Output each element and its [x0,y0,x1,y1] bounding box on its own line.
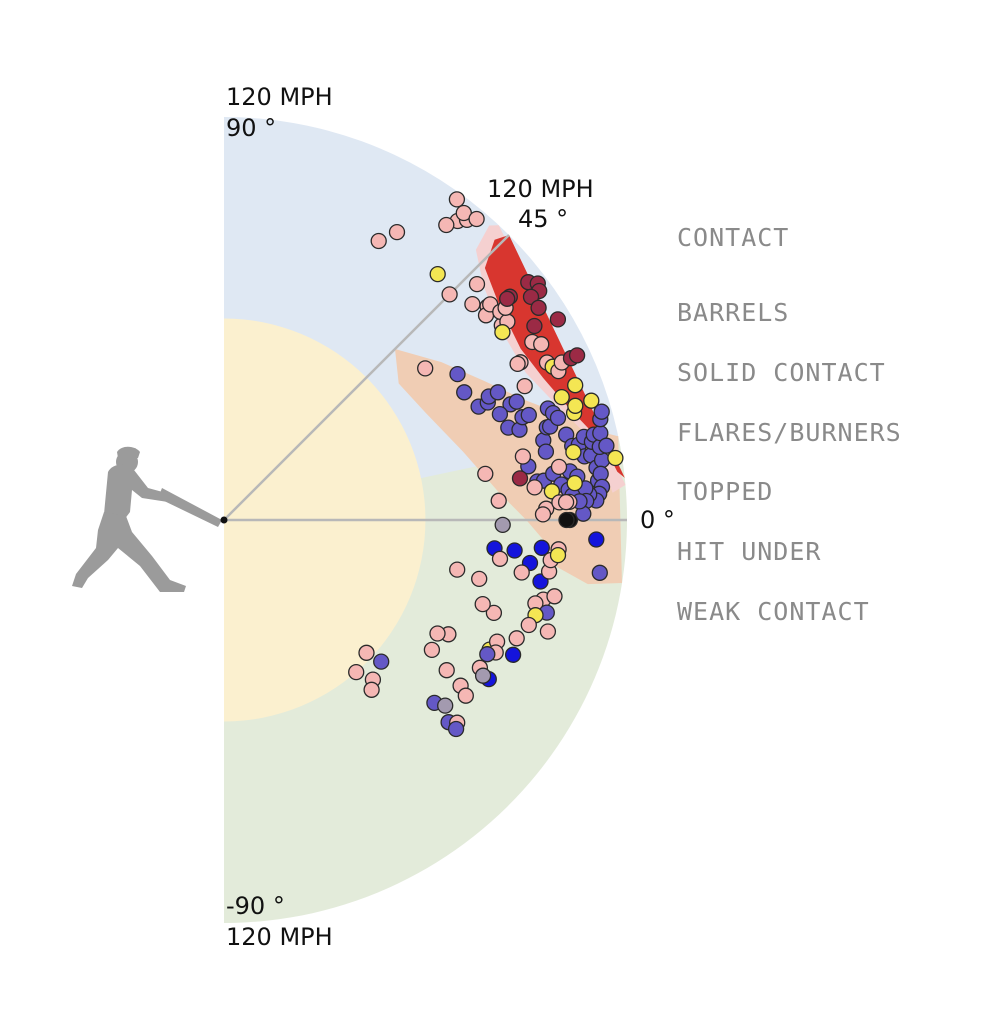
data-point [447,720,465,738]
data-point [514,448,532,465]
data-point [539,623,557,640]
data-point [549,546,567,564]
data-point [513,564,530,581]
data-point [565,443,582,461]
data-point [449,365,466,383]
data-point [516,377,533,395]
legend-contact: CONTACT [677,223,789,252]
data-point [509,355,526,373]
data-point [474,667,492,684]
data-point [429,265,446,283]
data-point [489,384,507,401]
data-point [557,493,575,511]
data-point [437,697,454,714]
data-point [388,223,406,241]
data-point [593,403,610,420]
data-point [499,290,516,307]
data-point [593,451,611,469]
data-point [583,392,600,409]
data-point [438,216,455,234]
data-point [607,449,624,467]
data-point [370,232,387,250]
data-point [508,393,525,410]
data-point [468,210,485,228]
data-point [506,542,523,559]
data-point [537,443,555,460]
data-point [471,570,488,588]
data-point [448,191,466,208]
data-point [534,506,552,523]
data-point [526,479,543,496]
data-point [520,406,537,424]
data-point [566,474,583,492]
data-point [549,409,567,427]
data-point [508,630,525,647]
bottom-angle-label: -90 ° [226,892,285,920]
data-point [457,687,474,704]
data-point [591,564,608,581]
data-point [485,604,503,622]
data-points [348,191,624,738]
data-point [567,377,584,394]
data-point [477,465,494,483]
data-point [550,458,568,476]
data-point [474,595,491,613]
data-point [479,646,496,663]
batter-silhouette-icon [72,446,222,592]
data-point [449,561,466,578]
data-point [530,299,547,316]
top-angle-label: 90 ° [226,114,276,142]
legend-solid-contact: SOLID CONTACT [677,358,886,387]
data-point [429,625,446,642]
data-point [363,681,380,698]
data-point [546,588,563,605]
bat-pivot-dot [220,516,228,524]
data-point [494,516,511,534]
data-point [494,324,511,341]
legend-weak-contact: WEAK CONTACT [677,597,870,626]
data-point [511,470,529,487]
data-point [423,641,441,659]
data-point [558,511,575,529]
data-point [490,492,507,509]
zero-angle-label: 0 ° [640,506,675,534]
data-point [491,405,509,423]
data-point [358,644,375,661]
data-point [533,539,550,556]
diag-speed-label: 120 MPH [487,175,594,203]
data-point [567,397,584,414]
top-speed-label: 120 MPH [226,83,333,111]
data-point [456,384,473,401]
data-point [441,286,458,303]
data-point [553,388,570,406]
data-point [520,616,537,634]
legend-flares-burners: FLARES/BURNERS [677,418,902,447]
diag-angle-label: 45 ° [518,205,568,233]
data-point [491,550,509,567]
data-point [526,317,543,335]
data-point [464,295,481,313]
data-point [504,646,522,663]
data-point [598,437,615,454]
bottom-speed-label: 120 MPH [226,923,333,951]
data-point [588,531,605,548]
zone-barrels [484,235,625,478]
data-point [543,483,561,500]
data-point [438,662,455,679]
data-point [533,336,550,353]
data-point [417,360,434,377]
data-point [568,347,586,364]
data-point [373,653,390,670]
legend-topped: TOPPED [677,477,773,506]
data-point [549,311,567,328]
guide-line-45 [223,234,510,521]
legend: CONTACT BARRELS SOLID CONTACT FLARES/BUR… [677,223,902,626]
data-point [468,275,486,293]
legend-hit-under: HIT UNDER [677,537,821,566]
data-point [348,663,365,681]
legend-barrels: BARRELS [677,298,789,327]
